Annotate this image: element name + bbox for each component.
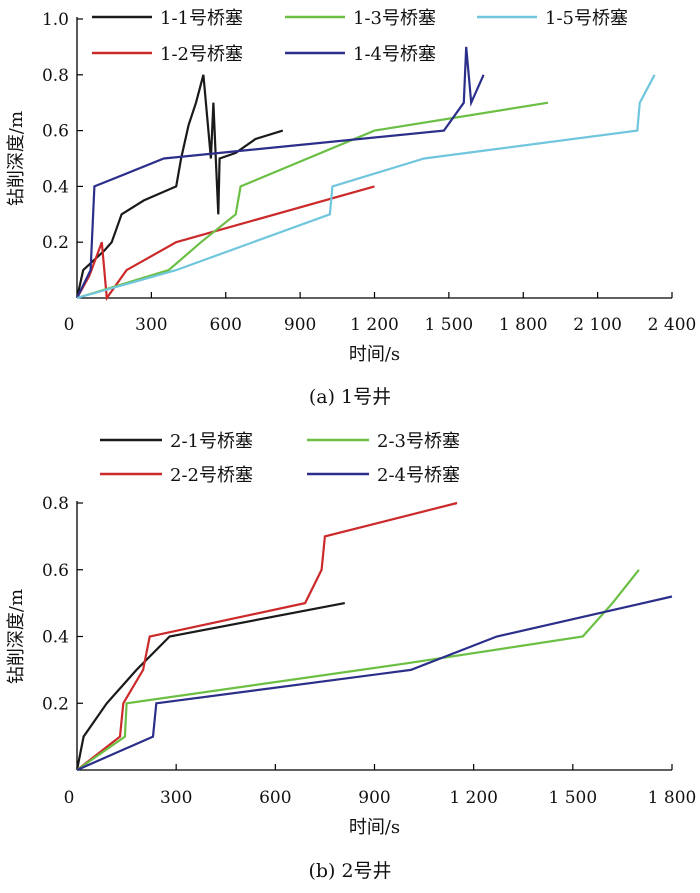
- x-tick-label: 300: [160, 788, 192, 808]
- y-tick-label: 0.8: [42, 494, 69, 514]
- legend-item: 2-1号桥塞: [100, 431, 253, 452]
- legend-label: 2-1号桥塞: [170, 431, 253, 452]
- series-line-1: [75, 602, 346, 771]
- x-axis-label: 时间/s: [349, 817, 400, 838]
- x-tick-label: 1 200: [350, 315, 399, 335]
- series-line-5: [76, 74, 656, 300]
- x-tick-label: 600: [259, 788, 291, 808]
- y-tick-label: 0.6: [42, 122, 69, 142]
- legend-item: 1-2号桥塞: [92, 44, 243, 65]
- series-line-4: [76, 595, 673, 772]
- legend-item: 1-4号桥塞: [285, 44, 436, 65]
- legend-item: 1-1号桥塞: [92, 8, 243, 29]
- legend-item: 2-3号桥塞: [307, 431, 460, 452]
- y-axis-label: 钻削深度/m: [6, 111, 27, 206]
- x-tick-label: 300: [135, 315, 167, 335]
- y-tick-label: 0.8: [42, 66, 69, 86]
- legend-label: 1-1号桥塞: [160, 8, 243, 29]
- x-tick-label: 1 800: [499, 315, 548, 335]
- x-tick-label: 0: [64, 315, 75, 335]
- legend-label: 1-4号桥塞: [353, 44, 436, 65]
- x-tick-label: 1 500: [548, 788, 597, 808]
- series-line-3: [76, 101, 549, 300]
- x-tick-label: 2 400: [648, 315, 697, 335]
- y-tick-label: 0.4: [42, 628, 69, 648]
- y-axis-label: 钻削深度/m: [6, 589, 27, 684]
- series-line-4: [76, 46, 485, 299]
- x-axis-label: 时间/s: [349, 344, 400, 365]
- x-tick-label: 600: [210, 315, 242, 335]
- legend-label: 1-3号桥塞: [353, 8, 436, 29]
- series-line-3: [76, 569, 640, 771]
- legend-label: 2-4号桥塞: [377, 465, 460, 486]
- y-tick-label: 0.2: [42, 233, 69, 253]
- y-tick-label: 1.0: [42, 10, 69, 30]
- y-tick-label: 0.6: [42, 561, 69, 581]
- series-line-2: [76, 501, 458, 771]
- chart-caption: (a) 1号井: [309, 386, 391, 408]
- legend-label: 2-2号桥塞: [170, 465, 253, 486]
- y-tick-label: 0.2: [42, 694, 69, 714]
- legend-label: 2-3号桥塞: [377, 431, 460, 452]
- x-tick-label: 2 100: [573, 315, 622, 335]
- chart-2: 0 300 600 900 1 200 1 500 1 800 0.2 0.4 0.6 0.8 时间/…: [6, 431, 696, 882]
- chart-1: 0 300 600 900 1 200 1 500 1 800 2 100 2 400 0.2 0.…: [6, 8, 696, 408]
- legend-item: 1-5号桥塞: [477, 8, 628, 29]
- chart-caption: (b) 2号井: [308, 860, 391, 882]
- x-tick-label: 900: [358, 788, 390, 808]
- legend-item: 2-4号桥塞: [307, 465, 460, 486]
- legend-label: 1-5号桥塞: [545, 8, 628, 29]
- x-tick-label: 1 800: [648, 788, 697, 808]
- legend-item: 1-3号桥塞: [285, 8, 436, 29]
- x-tick-label: 1 500: [425, 315, 474, 335]
- y-tick-label: 0.4: [42, 177, 69, 197]
- series-line-1: [75, 74, 284, 299]
- legend-item: 2-2号桥塞: [100, 465, 253, 486]
- x-tick-label: 900: [284, 315, 316, 335]
- x-tick-label: 0: [64, 788, 75, 808]
- x-tick-label: 1 200: [449, 788, 498, 808]
- legend-label: 1-2号桥塞: [160, 44, 243, 65]
- series-line-2: [76, 185, 375, 302]
